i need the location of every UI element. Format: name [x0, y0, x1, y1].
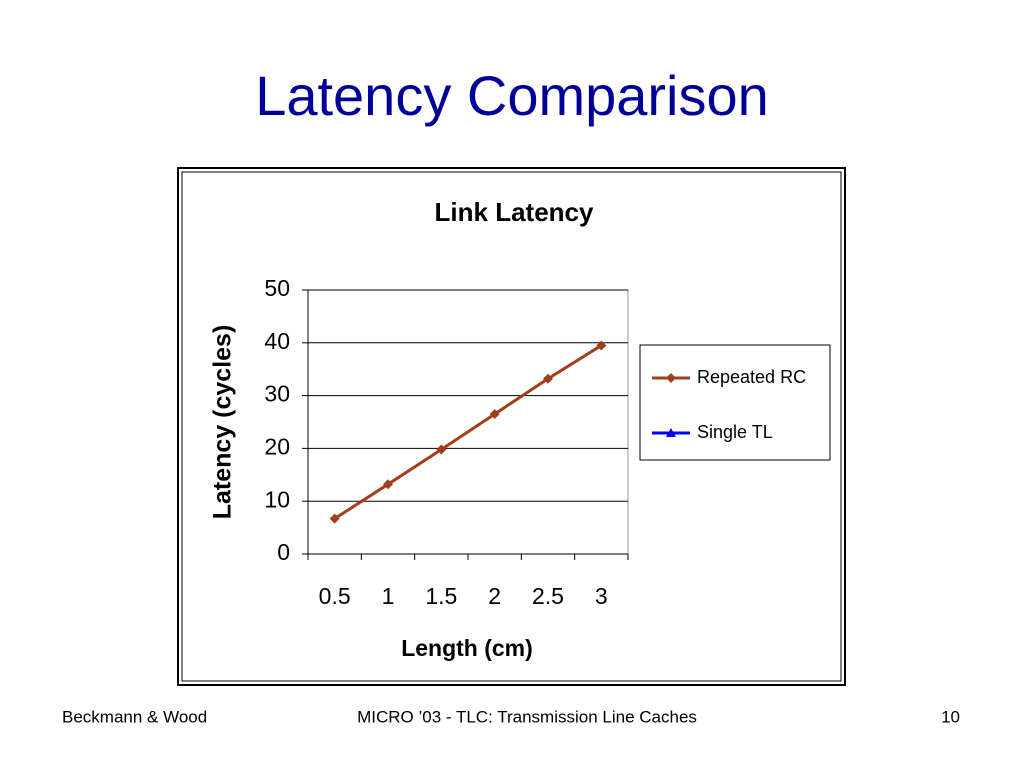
x-tick-label: 1: [382, 583, 395, 609]
legend-label: Repeated RC: [697, 367, 806, 387]
footer-left: Beckmann & Wood: [62, 707, 207, 726]
legend: [639, 344, 831, 461]
series-line: [333, 344, 603, 520]
marker: [596, 340, 607, 351]
x-tick-label: 2.5: [532, 583, 564, 609]
x-tick-label: 1.5: [425, 583, 457, 609]
marker: [383, 479, 393, 490]
legend-marker: [666, 373, 676, 383]
y-tick-label: 30: [264, 381, 290, 407]
chart-title: Link Latency: [435, 197, 594, 227]
y-tick-label: 50: [264, 275, 290, 301]
y-tick-label: 20: [264, 433, 290, 459]
legend-marker: [666, 428, 676, 437]
footer-right: 10: [941, 707, 960, 726]
y-tick-label: 40: [264, 328, 290, 354]
x-tick-label: 2: [488, 583, 501, 609]
slide-title: Latency Comparison: [255, 64, 769, 127]
x-tick-label: 0.5: [319, 583, 351, 609]
legend-label: Single TL: [697, 422, 773, 442]
y-tick-label: 10: [264, 486, 290, 512]
y-axis-label: Latency (cycles): [209, 325, 237, 520]
x-axis-label: Length (cm): [401, 635, 533, 661]
footer-center: MICRO ’03 - TLC: Transmission Line Cache…: [357, 707, 697, 726]
plot-area: [307, 289, 629, 555]
marker: [436, 444, 447, 455]
x-tick-label: 3: [595, 583, 608, 609]
marker: [543, 373, 553, 384]
y-tick-label: 0: [277, 539, 290, 565]
marker: [329, 513, 340, 524]
marker: [489, 409, 500, 420]
chart-frame-inner: [181, 171, 842, 682]
